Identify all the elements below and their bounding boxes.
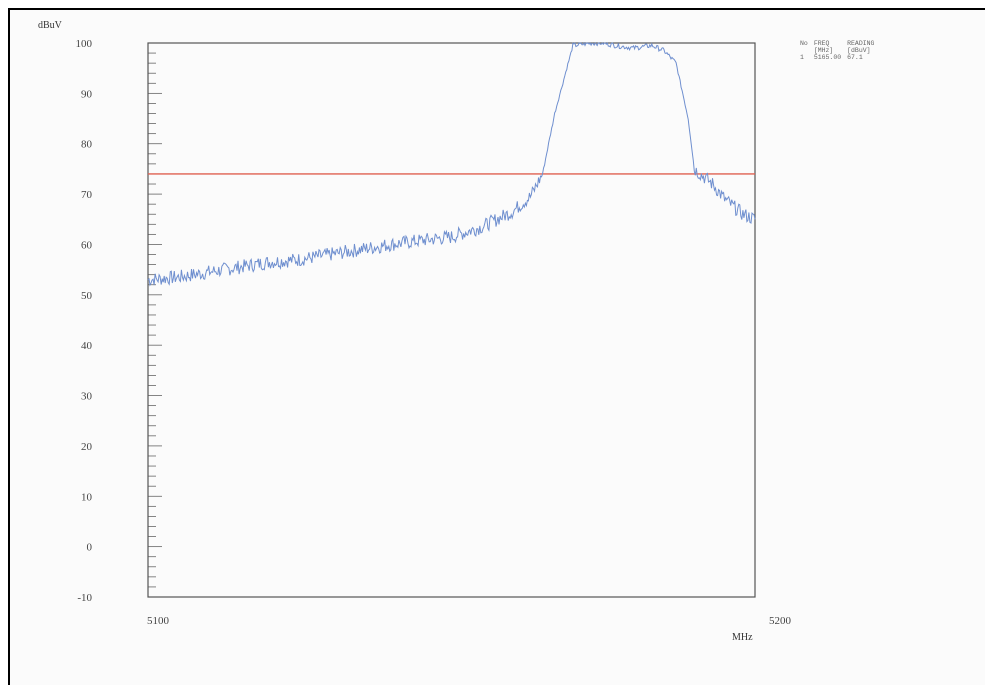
- marker-cell: 5165.00: [813, 54, 842, 61]
- x-tick-labels: 5100 5200: [147, 615, 792, 627]
- marker-table: No FREQ READING [MHz] [dBuV] 1 5165.00 6…: [800, 40, 880, 61]
- x-tick-label: 5100: [147, 615, 170, 627]
- y-tick-label: 70: [81, 189, 93, 201]
- marker-header-cell: No: [800, 40, 808, 47]
- y-tick-label: 80: [81, 139, 93, 151]
- chart-frame: [8, 8, 985, 685]
- y-tick-label: 0: [87, 542, 93, 554]
- y-tick-label: 20: [81, 441, 93, 453]
- marker-header-cell: [MHz]: [813, 47, 834, 54]
- y-axis-label: dBuV: [38, 20, 62, 31]
- plot-border: [147, 42, 756, 598]
- x-axis-label: MHz: [732, 632, 753, 643]
- series-line: [147, 41, 756, 287]
- marker-header-row: No FREQ READING: [800, 40, 880, 47]
- plot-area: [147, 41, 756, 598]
- marker-header-cell: [dBuV]: [847, 47, 871, 54]
- marker-cell: 1: [800, 54, 804, 61]
- y-minor-ticks: [148, 42, 162, 598]
- y-tick-label: 40: [81, 340, 93, 352]
- marker-header-cell: [800, 47, 814, 54]
- y-tick-label: 100: [76, 38, 93, 50]
- marker-row: 1 5165.00 67.1: [800, 54, 880, 61]
- y-tick-label: 30: [81, 391, 93, 403]
- marker-header-cell: READING: [847, 40, 875, 47]
- marker-cell: 67.1: [847, 54, 863, 61]
- marker-header-row: [MHz] [dBuV]: [800, 47, 880, 54]
- x-tick-label: 5200: [769, 615, 792, 627]
- y-tick-label: 10: [81, 491, 93, 503]
- y-tick-label: 60: [81, 239, 93, 251]
- marker-header-cell: FREQ: [813, 40, 830, 47]
- y-tick-label: 50: [81, 290, 93, 302]
- y-tick-label: -10: [77, 592, 92, 604]
- y-tick-label: 90: [81, 88, 93, 100]
